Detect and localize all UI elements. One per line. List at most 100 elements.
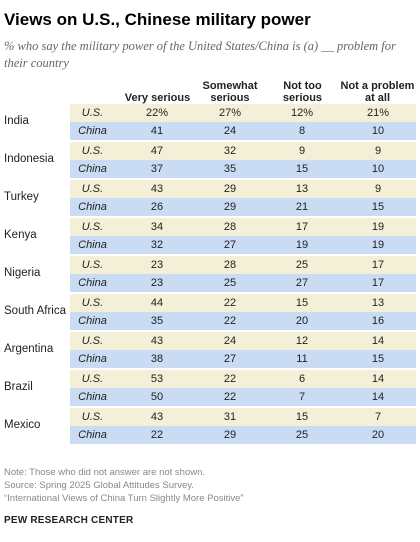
row-series-label: U.S. bbox=[81, 373, 104, 385]
country-label: Nigeria bbox=[4, 267, 41, 279]
table-cell: 22% bbox=[145, 107, 169, 119]
table-row: China 50 22 7 14 bbox=[70, 388, 416, 406]
row-series-label: China bbox=[78, 125, 107, 137]
table-cell: 22 bbox=[150, 429, 164, 441]
table-cell: 9 bbox=[374, 183, 382, 195]
table-cell: 9 bbox=[298, 145, 306, 157]
table-cell: 10 bbox=[371, 125, 385, 137]
table-cell: 22 bbox=[223, 373, 237, 385]
row-series-label: China bbox=[78, 277, 107, 289]
table-cell: 15 bbox=[295, 297, 309, 309]
table-cell: 13 bbox=[295, 183, 309, 195]
table-cell: 7 bbox=[374, 411, 382, 423]
table-row: U.S. 47 32 9 9 bbox=[70, 142, 416, 160]
row-series-label: U.S. bbox=[81, 259, 104, 271]
row-series-label: U.S. bbox=[81, 411, 104, 423]
country-label: Indonesia bbox=[4, 153, 54, 165]
table-cell: 24 bbox=[223, 125, 237, 137]
table-cell: 23 bbox=[150, 277, 164, 289]
table-cell: 21% bbox=[366, 107, 390, 119]
table-cell: 13 bbox=[371, 297, 385, 309]
column-header-not-a-problem: Not a problem at all bbox=[340, 80, 415, 104]
table-cell: 32 bbox=[150, 239, 164, 251]
table-cell: 44 bbox=[150, 297, 164, 309]
table-cell: 24 bbox=[223, 335, 237, 347]
table-cell: 17 bbox=[295, 221, 309, 233]
row-series-label: U.S. bbox=[81, 297, 104, 309]
table-cell: 12 bbox=[295, 335, 309, 347]
table-cell: 14 bbox=[371, 335, 385, 347]
table-row: China 41 24 8 10 bbox=[70, 122, 416, 140]
table-cell: 29 bbox=[223, 183, 237, 195]
table-cell: 23 bbox=[150, 259, 164, 271]
table-row: U.S. 23 28 25 17 bbox=[70, 256, 416, 274]
table-row: U.S. 43 29 13 9 bbox=[70, 180, 416, 198]
table-cell: 6 bbox=[298, 373, 306, 385]
row-series-label: U.S. bbox=[81, 335, 104, 347]
table-cell: 22 bbox=[223, 297, 237, 309]
column-header-not-too-serious: Not too serious bbox=[282, 80, 323, 104]
row-series-label: U.S. bbox=[81, 183, 104, 195]
table-row: U.S. 44 22 15 13 bbox=[70, 294, 416, 312]
table-cell: 19 bbox=[295, 239, 309, 251]
row-series-label: China bbox=[78, 201, 107, 213]
country-label: Brazil bbox=[4, 381, 33, 393]
country-label: Turkey bbox=[4, 191, 39, 203]
table-row: China 22 29 25 20 bbox=[70, 426, 416, 444]
chart-subtitle: % who say the military power of the Unit… bbox=[4, 39, 396, 70]
row-series-label: China bbox=[78, 353, 107, 365]
row-series-label: U.S. bbox=[81, 145, 104, 157]
table-cell: 25 bbox=[295, 259, 309, 271]
table-cell: 28 bbox=[223, 259, 237, 271]
table-cell: 12% bbox=[290, 107, 314, 119]
row-series-label: China bbox=[78, 315, 107, 327]
table-cell: 50 bbox=[150, 391, 164, 403]
chart-title: Views on U.S., Chinese military power bbox=[4, 10, 311, 29]
country-label: South Africa bbox=[4, 305, 67, 317]
table-cell: 35 bbox=[150, 315, 164, 327]
table-cell: 27 bbox=[223, 239, 237, 251]
table-cell: 22 bbox=[223, 391, 237, 403]
table-row: U.S. 43 31 15 7 bbox=[70, 408, 416, 426]
table-cell: 20 bbox=[371, 429, 385, 441]
table-cell: 25 bbox=[223, 277, 237, 289]
table-cell: 15 bbox=[295, 411, 309, 423]
table-cell: 27 bbox=[223, 353, 237, 365]
table-cell: 34 bbox=[150, 221, 164, 233]
source-text: Source: Spring 2025 Global Attitudes Sur… bbox=[4, 480, 194, 491]
table-cell: 7 bbox=[298, 391, 306, 403]
table-cell: 19 bbox=[371, 239, 385, 251]
table-cell: 32 bbox=[223, 145, 237, 157]
table-row: China 23 25 27 17 bbox=[70, 274, 416, 292]
table-cell: 11 bbox=[296, 353, 308, 365]
table-cell: 21 bbox=[295, 201, 309, 213]
table-cell: 43 bbox=[150, 411, 164, 423]
row-series-label: U.S. bbox=[81, 107, 104, 119]
table-row: China 38 27 11 15 bbox=[70, 350, 416, 368]
table-cell: 8 bbox=[298, 125, 306, 137]
table-cell: 28 bbox=[223, 221, 237, 233]
table-cell: 26 bbox=[150, 201, 164, 213]
table-cell: 37 bbox=[150, 163, 164, 175]
table-cell: 47 bbox=[150, 145, 164, 157]
table-cell: 16 bbox=[371, 315, 385, 327]
row-series-label: China bbox=[78, 163, 107, 175]
table-cell: 53 bbox=[150, 373, 164, 385]
table-cell: 35 bbox=[223, 163, 237, 175]
note-text: Note: Those who did not answer are not s… bbox=[4, 467, 206, 478]
table-row: China 35 22 20 16 bbox=[70, 312, 416, 330]
report-title-text: “International Views of China Turn Sligh… bbox=[4, 493, 244, 504]
table-cell: 43 bbox=[150, 183, 164, 195]
country-label: Mexico bbox=[4, 419, 41, 431]
table-cell: 15 bbox=[371, 353, 385, 365]
table-cell: 15 bbox=[371, 201, 385, 213]
table-cell: 17 bbox=[371, 259, 385, 271]
table-row: U.S. 53 22 6 14 bbox=[70, 370, 416, 388]
row-series-label: China bbox=[78, 429, 107, 441]
table-cell: 22 bbox=[223, 315, 237, 327]
table-cell: 31 bbox=[223, 411, 237, 423]
table-cell: 25 bbox=[295, 429, 309, 441]
table-cell: 17 bbox=[371, 277, 385, 289]
table-cell: 10 bbox=[371, 163, 385, 175]
column-header-somewhat-serious: Somewhat serious bbox=[202, 80, 258, 104]
